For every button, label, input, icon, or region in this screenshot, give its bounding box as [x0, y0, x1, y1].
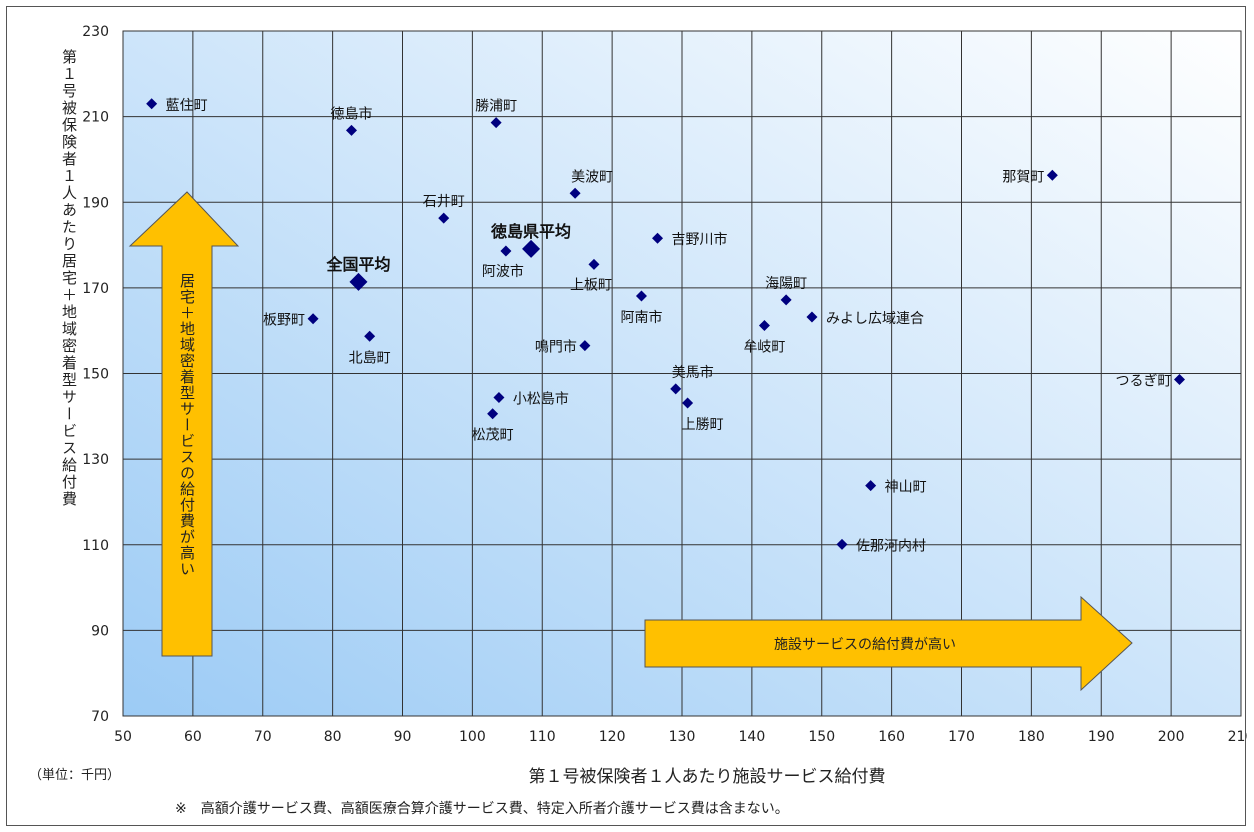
- x-tick-label: 70: [254, 729, 272, 745]
- data-point-label: 吉野川市: [672, 231, 728, 248]
- data-point-marker: [493, 391, 505, 403]
- y-tick-label: 170: [82, 281, 109, 297]
- data-point-label: 松茂町: [472, 427, 514, 444]
- vertical-arrow-label: 居宅＋地域密着型サービスの給付費が高い: [178, 273, 196, 577]
- y-tick-label: 210: [82, 110, 109, 126]
- data-point-label: つるぎ町: [1116, 373, 1172, 389]
- y-tick-label: 90: [91, 623, 109, 639]
- x-axis-title: 第１号被保険者１人あたり施設サービス給付費: [529, 767, 886, 787]
- data-point-marker: [1046, 169, 1058, 181]
- x-tick-label: 200: [1158, 729, 1185, 745]
- y-tick-label: 70: [91, 709, 109, 725]
- data-point-label: 美馬市: [672, 364, 714, 381]
- data-point-label: 那賀町: [1002, 169, 1044, 185]
- x-tick-label: 110: [529, 729, 556, 745]
- x-tick-label: 60: [184, 729, 202, 745]
- data-point-label: 徳島県平均: [490, 222, 571, 241]
- x-tick-label: 150: [808, 729, 835, 745]
- data-point-marker: [579, 340, 591, 352]
- y-tick-label: 110: [82, 538, 109, 554]
- data-point-marker: [682, 397, 694, 409]
- data-point-label: 上板町: [570, 277, 612, 293]
- data-point-marker: [345, 124, 357, 136]
- x-tick-label: 170: [948, 729, 975, 745]
- y-tick-label: 150: [82, 367, 109, 383]
- data-point-marker: [780, 294, 792, 306]
- data-point-label: 佐那河内村: [856, 538, 926, 554]
- data-point-marker: [836, 538, 848, 550]
- data-point-marker: [635, 290, 647, 302]
- chart-frame: 50 60 70 80 90 100 110 120 130 140 150 160 170 180 190…: [6, 6, 1254, 826]
- data-point-label: 徳島市: [330, 105, 372, 122]
- axis-ticks: 50 60 70 80 90 100 110 120 130 140 150 160 170 180 190…: [82, 24, 1254, 745]
- data-point-label: 小松島市: [513, 390, 569, 407]
- data-point-marker: [349, 272, 368, 291]
- data-point-marker: [500, 245, 512, 257]
- x-tick-label: 130: [669, 729, 696, 745]
- data-point-marker: [865, 480, 877, 492]
- y-tick-label: 130: [82, 452, 109, 468]
- y-axis-title: 第１号被保険者１人あたり居宅＋地域密着型サービス給付費: [60, 48, 78, 508]
- horizontal-arrow-shape: [644, 595, 1133, 692]
- data-point-marker: [438, 212, 450, 224]
- horizontal-arrow-label: 施設サービスの給付費が高い: [774, 636, 956, 653]
- x-tick-label: 140: [739, 729, 766, 745]
- x-tick-label: 90: [394, 729, 412, 745]
- data-point-label: 石井町: [423, 194, 465, 210]
- data-point-marker: [670, 383, 682, 395]
- x-tick-label: 210: [1228, 729, 1247, 745]
- data-point-marker: [487, 408, 499, 420]
- y-tick-label: 230: [82, 24, 109, 40]
- data-point-label: 牟岐町: [743, 340, 785, 356]
- data-point-marker: [364, 330, 376, 342]
- data-point-marker: [758, 320, 770, 332]
- x-tick-label: 100: [459, 729, 486, 745]
- footnote: ※ 高額介護サービス費、高額医療合算介護サービス費、特定入所者介護サービス費は含…: [175, 800, 789, 817]
- data-point-label: 板野町: [263, 313, 305, 329]
- x-tick-label: 50: [114, 729, 132, 745]
- x-tick-label: 190: [1088, 729, 1115, 745]
- data-point-marker: [307, 313, 319, 325]
- data-point-label: 神山町: [885, 480, 927, 496]
- data-point-marker: [652, 232, 664, 244]
- data-point-label: 全国平均: [325, 255, 390, 274]
- data-point-marker: [806, 311, 818, 323]
- data-point-marker: [522, 239, 541, 258]
- x-tick-label: 160: [878, 729, 905, 745]
- data-point-marker: [1174, 373, 1186, 385]
- data-point-label: 阿南市: [620, 309, 662, 326]
- data-point-label: 藍住町: [166, 98, 208, 114]
- data-point-marker: [588, 258, 600, 270]
- unit-note: （単位：千円）: [29, 767, 120, 783]
- data-point-label: 鳴門市: [535, 339, 577, 356]
- vertical-arrow-shape: [128, 191, 240, 657]
- data-point-label: みよし広域連合: [826, 311, 924, 327]
- data-point-marker: [569, 187, 581, 199]
- scatter-chart: 50 60 70 80 90 100 110 120 130 140 150 160 170 180 190…: [29, 24, 1254, 817]
- data-point-label: 上勝町: [682, 417, 724, 433]
- data-point-marker: [490, 117, 502, 129]
- data-point-label: 海陽町: [765, 276, 807, 292]
- y-tick-label: 190: [82, 195, 109, 211]
- x-tick-label: 180: [1018, 729, 1045, 745]
- x-tick-label: 120: [599, 729, 626, 745]
- x-tick-label: 80: [324, 729, 342, 745]
- data-point-marker: [146, 98, 158, 110]
- data-point-label: 阿波市: [482, 263, 524, 280]
- data-point-label: 美波町: [571, 169, 613, 185]
- data-point-label: 北島町: [349, 350, 391, 366]
- data-point-label: 勝浦町: [475, 99, 517, 115]
